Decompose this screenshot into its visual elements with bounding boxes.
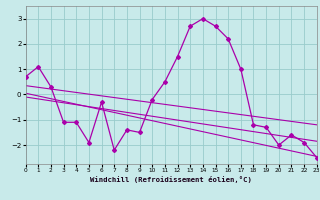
X-axis label: Windchill (Refroidissement éolien,°C): Windchill (Refroidissement éolien,°C) [90, 176, 252, 183]
